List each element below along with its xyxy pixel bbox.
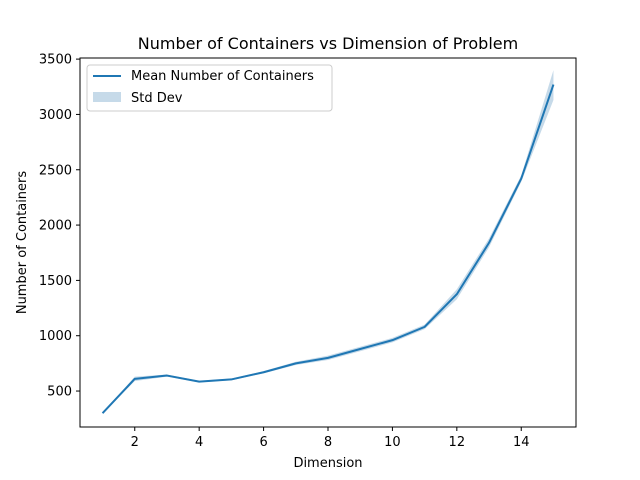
data-point <box>423 325 427 329</box>
y-tick-label: 2500 <box>39 163 72 178</box>
y-tick-label: 3000 <box>39 108 72 123</box>
x-tick-label: 4 <box>195 435 203 450</box>
x-tick-label: 6 <box>259 435 267 450</box>
y-tick-label: 3500 <box>39 53 72 68</box>
x-tick-label: 12 <box>449 435 466 450</box>
legend-label-mean: Mean Number of Containers <box>131 69 314 84</box>
legend-band-swatch <box>93 92 121 102</box>
data-point <box>455 292 459 296</box>
data-point <box>487 241 491 245</box>
data-point <box>294 361 298 365</box>
x-tick-label: 10 <box>384 435 401 450</box>
data-point <box>390 338 394 342</box>
legend: Mean Number of Containers Std Dev <box>86 64 333 112</box>
data-point <box>165 374 169 378</box>
y-tick-label: 2000 <box>39 219 72 234</box>
y-tick-label: 1500 <box>39 274 72 289</box>
legend-box <box>86 64 333 112</box>
x-tick-label: 14 <box>513 435 530 450</box>
data-point <box>133 377 137 381</box>
data-point <box>326 356 330 360</box>
y-tick-label: 1000 <box>39 329 72 344</box>
y-axis-ticks: 500 1000 1500 2000 2500 3000 3500 <box>39 53 80 400</box>
x-axis-label: Dimension <box>293 456 362 471</box>
data-point <box>551 83 555 87</box>
data-point <box>262 370 266 374</box>
mean-line <box>101 84 555 414</box>
legend-label-std: Std Dev <box>131 91 183 106</box>
data-point <box>101 411 105 415</box>
plot-area <box>101 70 555 415</box>
x-tick-label: 2 <box>131 435 139 450</box>
x-axis-ticks: 2 4 6 8 10 12 14 <box>131 427 530 450</box>
data-point <box>358 347 362 351</box>
y-tick-label: 500 <box>47 385 72 400</box>
data-point <box>229 377 233 381</box>
data-point <box>519 177 523 181</box>
y-axis-label: Number of Containers <box>15 171 30 315</box>
data-point <box>197 380 201 384</box>
x-tick-label: 8 <box>324 435 332 450</box>
chart-title: Number of Containers vs Dimension of Pro… <box>138 34 518 53</box>
